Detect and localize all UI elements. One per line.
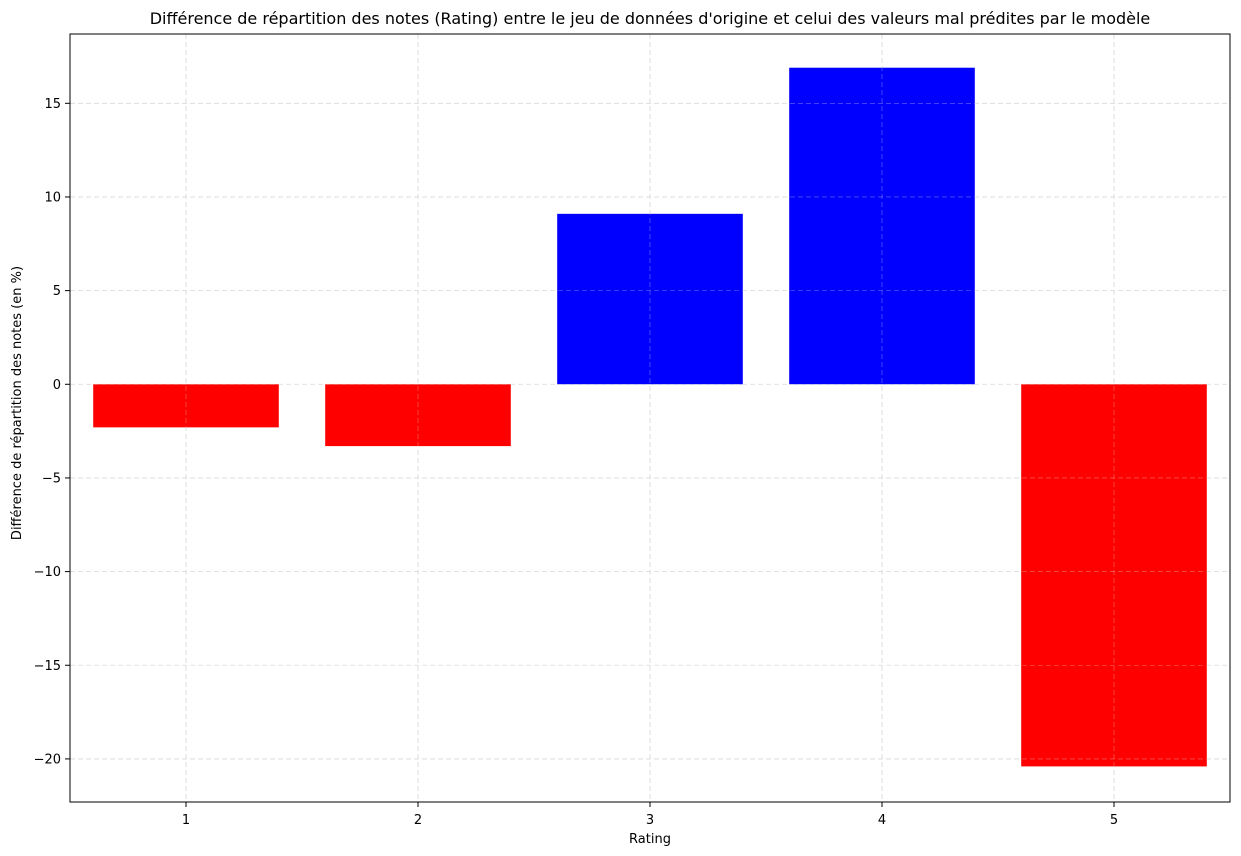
y-tick-label: 10 — [44, 190, 61, 205]
ticks-layer: −20 −15 −10 −5 0 5 10 15 1 2 3 4 5 — [34, 97, 1119, 828]
y-tick-label: 15 — [44, 97, 61, 112]
y-tick-label: −5 — [42, 471, 61, 486]
bars-layer — [70, 34, 1230, 802]
y-tick-label: 0 — [53, 378, 61, 393]
x-tick-label: 5 — [1110, 813, 1118, 828]
y-tick-label: −15 — [34, 659, 61, 674]
x-tick-label: 2 — [414, 813, 422, 828]
y-tick-label: −10 — [34, 565, 61, 580]
y-tick-label: 5 — [53, 284, 61, 299]
x-tick-label: 3 — [646, 813, 654, 828]
y-tick-label: −20 — [34, 752, 61, 767]
x-tick-label: 4 — [878, 813, 886, 828]
x-axis-label: Rating — [629, 832, 671, 847]
x-tick-label: 1 — [182, 813, 190, 828]
y-axis-label: Différence de répartition des notes (en … — [10, 266, 25, 540]
chart-title: Différence de répartition des notes (Rat… — [150, 9, 1151, 28]
